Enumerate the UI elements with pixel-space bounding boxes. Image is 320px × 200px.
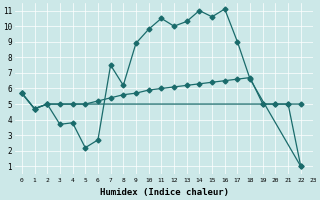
X-axis label: Humidex (Indice chaleur): Humidex (Indice chaleur): [100, 188, 229, 197]
